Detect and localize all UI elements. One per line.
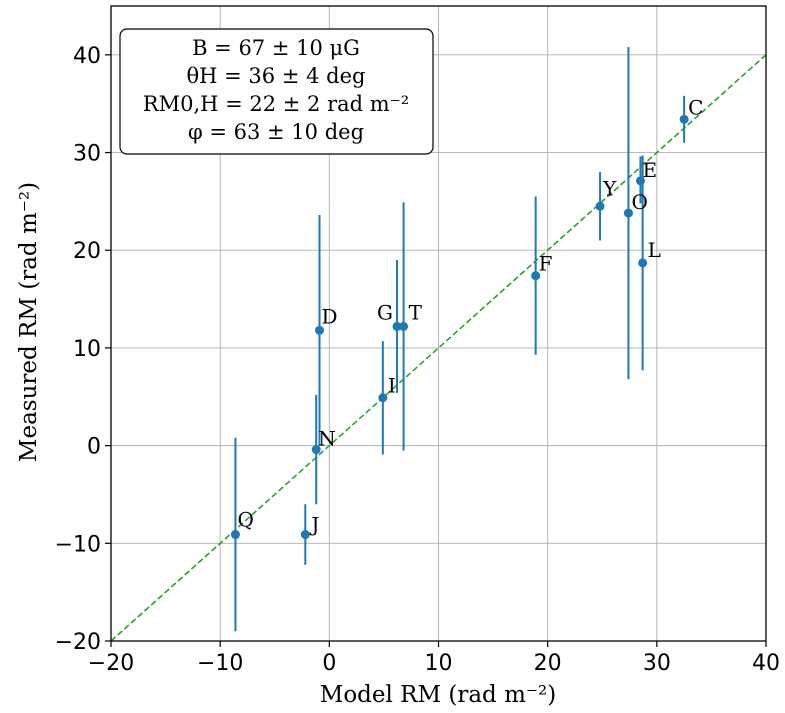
data-point-L xyxy=(638,258,648,268)
y-tick-label: −10 xyxy=(55,532,101,557)
parameter-annotation-box: B = 67 ± 10 μG θH = 36 ± 4 deg RM0,H = 2… xyxy=(119,28,434,155)
data-point-N xyxy=(311,445,321,455)
point-labels: C E YOL F D G T I N Q J xyxy=(237,95,703,536)
annotation-line-rm0: RM0,H = 22 ± 2 rad m⁻² xyxy=(143,92,409,116)
point-label-Q: Q xyxy=(237,508,253,532)
x-tick-label: 10 xyxy=(425,651,453,676)
x-tick-label: 0 xyxy=(322,651,336,676)
data-points xyxy=(230,114,689,540)
data-point-C xyxy=(679,114,689,124)
y-tick-label: 30 xyxy=(73,142,101,167)
data-point-F xyxy=(531,271,541,281)
point-label-I: I xyxy=(388,374,396,398)
point-label-J: J xyxy=(309,513,319,537)
point-label-F: F xyxy=(539,252,553,276)
x-axis-title: Model RM (rad m⁻²) xyxy=(320,682,556,708)
point-label-G: G xyxy=(377,300,393,324)
data-point-D xyxy=(315,325,325,335)
y-tick-label: 0 xyxy=(87,435,101,460)
point-label-T: T xyxy=(409,300,423,324)
x-tick-label: −20 xyxy=(88,651,134,676)
axis-ticks: −20 −10 0 10 20 30 40 −20 −10 0 10 20 30 40 xyxy=(55,44,780,676)
y-tick-label: 20 xyxy=(73,239,101,264)
point-label-O: O xyxy=(631,190,647,214)
data-point-O xyxy=(623,208,633,218)
annotation-line-b-field: B = 67 ± 10 μG xyxy=(192,36,360,60)
x-tick-label: 40 xyxy=(752,651,780,676)
y-tick-label: −20 xyxy=(55,630,101,655)
point-label-C: C xyxy=(688,95,703,119)
point-label-L: L xyxy=(648,238,661,262)
data-point-I xyxy=(378,393,388,403)
x-tick-label: −10 xyxy=(197,651,243,676)
annotation-line-theta: θH = 36 ± 4 deg xyxy=(187,64,366,88)
data-point-Y xyxy=(595,201,605,211)
point-label-E: E xyxy=(642,158,657,182)
annotation-line-phi: φ = 63 ± 10 deg xyxy=(188,120,364,144)
data-point-Q xyxy=(230,530,240,540)
x-tick-label: 30 xyxy=(643,651,671,676)
data-point-J xyxy=(300,530,310,540)
y-tick-label: 10 xyxy=(73,337,101,362)
data-point-G xyxy=(392,321,402,331)
point-label-N: N xyxy=(318,427,336,451)
point-label-Y: Y xyxy=(602,176,617,200)
data-point-E xyxy=(635,176,645,186)
data-point-T xyxy=(399,321,409,331)
x-tick-label: 20 xyxy=(534,651,562,676)
y-axis-title: Measured RM (rad m⁻²) xyxy=(16,182,42,462)
point-label-D: D xyxy=(322,304,338,328)
y-tick-label: 40 xyxy=(73,44,101,69)
identity-reference-line xyxy=(110,54,767,642)
annotation-box-frame xyxy=(119,28,434,155)
